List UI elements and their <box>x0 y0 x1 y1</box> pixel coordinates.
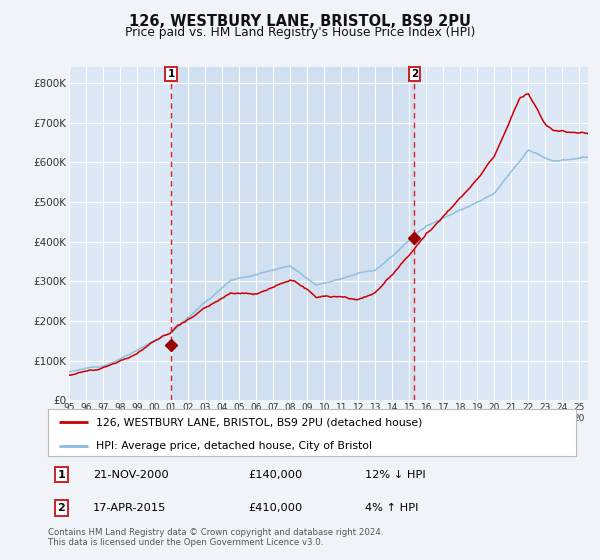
Text: 126, WESTBURY LANE, BRISTOL, BS9 2PU: 126, WESTBURY LANE, BRISTOL, BS9 2PU <box>129 14 471 29</box>
Text: Price paid vs. HM Land Registry's House Price Index (HPI): Price paid vs. HM Land Registry's House … <box>125 26 475 39</box>
Text: 12% ↓ HPI: 12% ↓ HPI <box>365 470 425 480</box>
Text: 2: 2 <box>411 69 418 79</box>
Text: 1: 1 <box>58 470 65 480</box>
Text: Contains HM Land Registry data © Crown copyright and database right 2024.
This d: Contains HM Land Registry data © Crown c… <box>48 528 383 547</box>
Text: HPI: Average price, detached house, City of Bristol: HPI: Average price, detached house, City… <box>95 441 371 451</box>
Text: 4% ↑ HPI: 4% ↑ HPI <box>365 503 418 513</box>
Text: 2: 2 <box>58 503 65 513</box>
Text: 17-APR-2015: 17-APR-2015 <box>93 503 166 513</box>
Text: 21-NOV-2000: 21-NOV-2000 <box>93 470 169 480</box>
Text: £410,000: £410,000 <box>248 503 303 513</box>
Text: 126, WESTBURY LANE, BRISTOL, BS9 2PU (detached house): 126, WESTBURY LANE, BRISTOL, BS9 2PU (de… <box>95 417 422 427</box>
Text: 1: 1 <box>167 69 175 79</box>
Text: £140,000: £140,000 <box>248 470 303 480</box>
Bar <box>171 67 415 400</box>
